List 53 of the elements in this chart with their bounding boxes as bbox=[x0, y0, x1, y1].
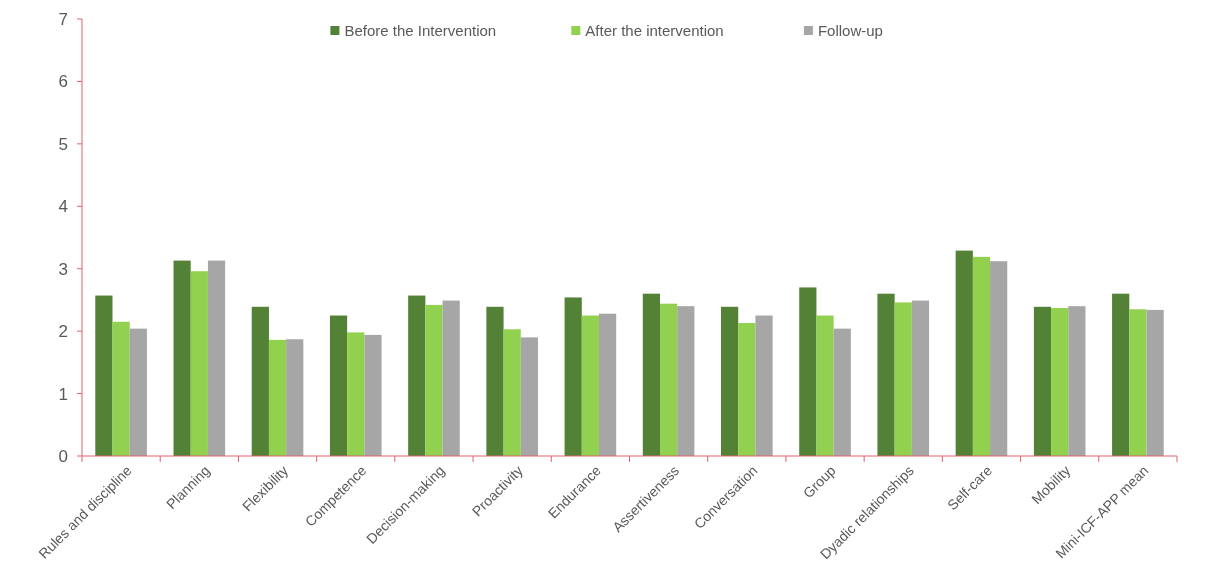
bar bbox=[990, 261, 1008, 456]
bar bbox=[816, 315, 834, 456]
bar bbox=[442, 300, 460, 456]
legend-label: Follow-up bbox=[817, 22, 883, 39]
bar bbox=[564, 297, 582, 456]
bar bbox=[1112, 293, 1130, 456]
bar bbox=[642, 293, 660, 456]
y-tick-label: 4 bbox=[58, 197, 68, 217]
bar bbox=[1033, 306, 1052, 456]
bar bbox=[129, 328, 147, 456]
legend-label: Before the Intervention bbox=[344, 22, 497, 39]
bar bbox=[677, 306, 695, 456]
bar bbox=[268, 339, 287, 456]
y-tick-label: 1 bbox=[58, 384, 68, 404]
bar bbox=[911, 300, 930, 456]
bar bbox=[329, 315, 348, 456]
bar bbox=[1146, 309, 1164, 456]
bar bbox=[833, 328, 851, 456]
bar bbox=[95, 295, 113, 456]
bar bbox=[738, 323, 756, 456]
y-tick-label: 2 bbox=[58, 322, 68, 342]
bar bbox=[286, 339, 304, 456]
bar bbox=[364, 334, 382, 456]
bar bbox=[503, 329, 521, 456]
bar bbox=[799, 287, 817, 456]
bar bbox=[251, 306, 269, 456]
bar bbox=[599, 313, 617, 456]
y-tick-label: 6 bbox=[58, 72, 68, 92]
bar bbox=[1051, 308, 1069, 456]
bar bbox=[1129, 309, 1147, 456]
bar bbox=[520, 337, 538, 456]
bar bbox=[190, 271, 208, 456]
bar bbox=[660, 303, 678, 456]
bar bbox=[173, 260, 191, 456]
legend-label: After the intervention bbox=[585, 22, 724, 39]
bar bbox=[972, 256, 991, 456]
bar bbox=[425, 304, 443, 456]
bar bbox=[347, 332, 365, 456]
bar bbox=[1068, 306, 1086, 456]
bar bbox=[408, 295, 426, 456]
bar bbox=[721, 306, 739, 456]
bar bbox=[955, 250, 973, 456]
bar bbox=[112, 321, 130, 456]
bar bbox=[894, 302, 912, 456]
y-tick-label: 7 bbox=[58, 9, 68, 29]
bar bbox=[755, 315, 773, 456]
y-tick-label: 0 bbox=[58, 446, 68, 466]
bar bbox=[207, 260, 226, 456]
y-tick-label: 3 bbox=[58, 259, 68, 279]
bar bbox=[877, 293, 895, 456]
bar bbox=[486, 306, 504, 456]
y-tick-label: 5 bbox=[58, 134, 68, 154]
bar bbox=[581, 315, 599, 456]
